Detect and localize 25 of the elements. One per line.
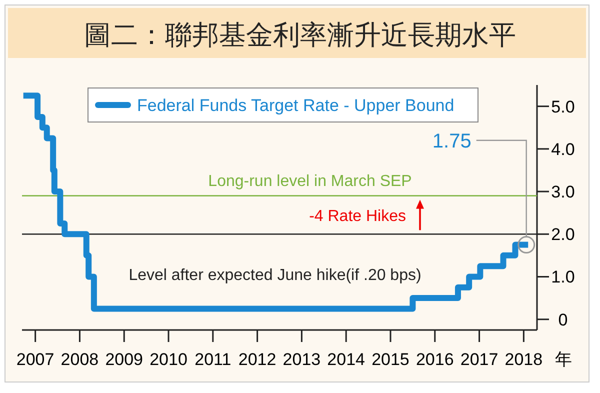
- y-tick-label: 1.0: [551, 268, 575, 287]
- x-tick-label: 2012: [238, 350, 276, 369]
- x-tick-label: 2011: [194, 350, 232, 369]
- x-tick-label: 2017: [460, 350, 498, 369]
- legend-label: Federal Funds Target Rate - Upper Bound: [137, 96, 454, 115]
- y-tick-label: 0: [558, 310, 568, 330]
- x-tick-label: 2008: [60, 350, 99, 369]
- ref-line-label: Long-run level in March SEP: [208, 172, 412, 190]
- x-axis-title: 年: [555, 350, 572, 370]
- y-tick-label: 3.0: [551, 182, 575, 202]
- annotation: 1.75: [432, 130, 472, 152]
- x-tick-label: 2010: [150, 350, 188, 369]
- y-tick-label: 4.0: [551, 140, 575, 159]
- x-tick-label: 2007: [16, 350, 54, 369]
- x-tick-label: 2009: [105, 350, 144, 369]
- ref-line-label: Level after expected June hike(if .20 bps): [128, 267, 422, 284]
- y-tick-label: 2.0: [551, 225, 575, 244]
- x-tick-label: 2018: [504, 350, 543, 369]
- x-tick-label: 2013: [282, 350, 321, 369]
- annotation: -4 Rate Hikes: [309, 208, 406, 225]
- y-tick-label: 5.0: [551, 97, 575, 116]
- x-tick-label: 2016: [416, 350, 454, 369]
- chart-title: 圖二：聯邦基金利率漸升近長期水平: [84, 20, 516, 51]
- x-tick-label: 2015: [372, 350, 410, 369]
- x-tick-label: 2014: [327, 350, 366, 369]
